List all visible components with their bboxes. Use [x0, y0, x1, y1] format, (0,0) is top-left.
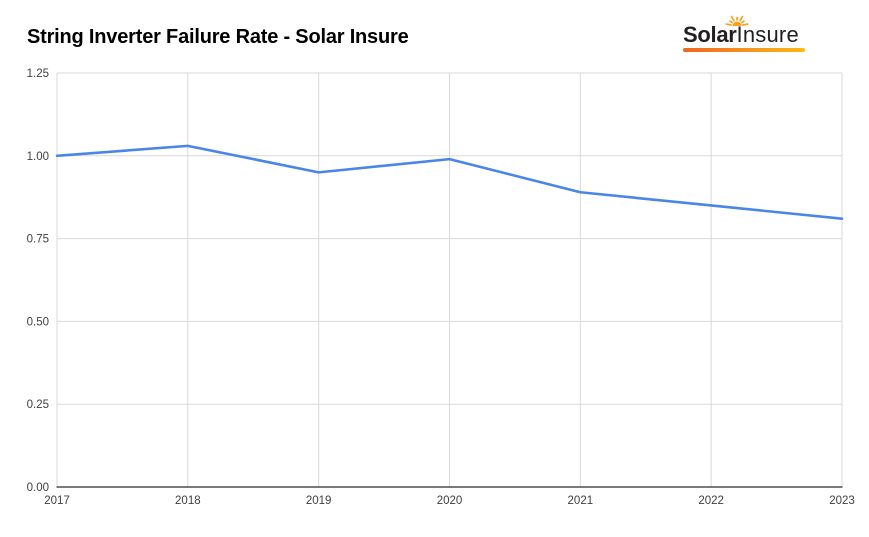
- x-axis-tick-labels: 2017 2018 2019 2020 2021 2022 2023: [44, 495, 855, 507]
- svg-text:0.75: 0.75: [27, 234, 49, 246]
- svg-text:2018: 2018: [175, 495, 201, 507]
- svg-text:0.00: 0.00: [27, 482, 49, 494]
- logo-text-solar: Solar: [683, 22, 737, 47]
- solar-insure-logo: SolarInsure: [683, 11, 808, 52]
- svg-text:2020: 2020: [437, 495, 463, 507]
- sun-rays-icon: [725, 15, 749, 26]
- series-line-string-inverter-failure-rate: [55, 144, 844, 221]
- logo-wordmark: SolarInsure: [683, 22, 808, 47]
- svg-text:1.00: 1.00: [27, 151, 49, 163]
- svg-text:2022: 2022: [698, 495, 724, 507]
- page-title: String Inverter Failure Rate - Solar Ins…: [27, 26, 409, 48]
- y-axis-tick-labels: 0.00 0.25 0.50 0.75 1.00 1.25: [27, 68, 49, 494]
- svg-text:0.50: 0.50: [27, 316, 49, 328]
- svg-text:2017: 2017: [44, 495, 70, 507]
- svg-text:0.25: 0.25: [27, 399, 49, 411]
- logo-text-insure: Insure: [736, 22, 799, 47]
- svg-text:2019: 2019: [306, 495, 332, 507]
- gridlines: [56, 72, 843, 488]
- svg-text:2023: 2023: [829, 495, 855, 507]
- svg-text:2021: 2021: [568, 495, 594, 507]
- svg-text:1.25: 1.25: [27, 68, 49, 80]
- logo-underline: [683, 48, 805, 52]
